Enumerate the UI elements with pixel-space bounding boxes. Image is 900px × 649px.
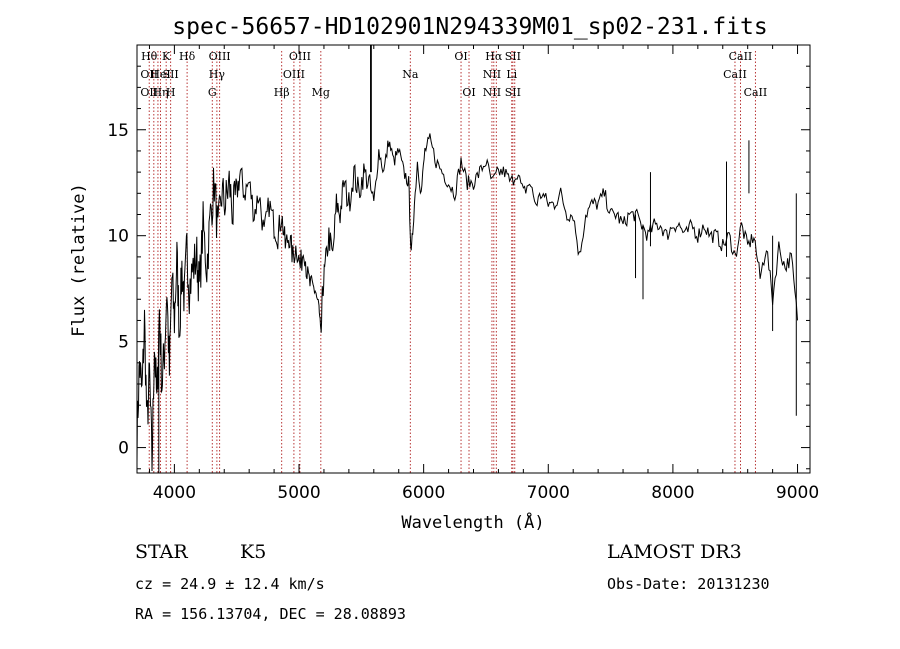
chart-title: spec-56657-HD102901N294339M01_sp02-231.f…	[172, 14, 767, 40]
x-tick-label: 9000	[776, 483, 819, 503]
spectral-line-label: NII	[483, 86, 501, 99]
y-axis-ticks: 0 5 10 15	[107, 65, 810, 470]
spectral-line-label: OIII	[289, 50, 311, 63]
spectrum-spikes	[158, 45, 797, 473]
x-tick-label: 4000	[153, 483, 196, 503]
y-tick-label: 15	[107, 121, 129, 141]
spectral-subclass: K5	[240, 541, 266, 563]
spectral-line-label: OIII	[283, 68, 305, 81]
redshift-cz: cz = 24.9 ± 12.4 km/s	[135, 575, 325, 593]
x-tick-label: 8000	[651, 483, 694, 503]
spectral-line-label: Hα	[485, 50, 503, 63]
spectral-line-label: SII	[163, 68, 179, 81]
y-tick-label: 0	[118, 439, 129, 459]
spectral-line-label: CaII	[729, 50, 753, 63]
spectral-line-label: HeI	[150, 68, 170, 81]
spectral-line-label: Hδ	[179, 50, 196, 63]
x-axis-label: Wavelength (Å)	[401, 511, 544, 533]
spectral-line-label: Na	[402, 68, 419, 81]
object-class: STAR	[135, 541, 188, 563]
spectrum-line	[136, 133, 798, 472]
x-tick-label: 5000	[277, 483, 320, 503]
line-labels: HθOIIOIIHeIHηKSIIHHδGHγOIIIHβOIIIOIIIMgN…	[140, 50, 767, 99]
spectral-line-label: OIII	[209, 50, 231, 63]
spectral-line-label: OII	[140, 68, 158, 81]
spectral-line-label: CaII	[744, 86, 768, 99]
spectral-line-label: Li	[506, 68, 517, 81]
spectral-line-label: OI	[462, 86, 475, 99]
x-tick-label: 6000	[402, 483, 445, 503]
spectral-line-label: SII	[505, 86, 521, 99]
spectral-line-label: Hη	[152, 86, 168, 99]
x-tick-label: 7000	[527, 483, 570, 503]
spectral-line-label: K	[162, 50, 171, 63]
spectral-line-label: Hθ	[141, 50, 158, 63]
spectral-line-label: OI	[454, 50, 467, 63]
spectral-line-label: Mg	[312, 86, 330, 99]
spectral-line-label: NII	[483, 68, 501, 81]
spectral-line-label: SII	[505, 50, 521, 63]
coordinates: RA = 156.13704, DEC = 28.08893	[135, 605, 406, 623]
spectral-line-label: H	[166, 86, 176, 99]
spectral-line-label: OII	[140, 86, 158, 99]
y-axis-label: Flux (relative)	[69, 183, 89, 337]
observation-date: Obs-Date: 20131230	[607, 575, 770, 593]
survey-name: LAMOST DR3	[607, 541, 742, 563]
y-tick-label: 10	[107, 227, 129, 247]
spectral-line-label: CaII	[723, 68, 747, 81]
spectral-line-label: G	[208, 86, 217, 99]
spectral-line-label: Hβ	[274, 86, 290, 99]
plot-frame	[136, 44, 811, 474]
spectral-line-label: Hγ	[209, 68, 226, 81]
x-axis-ticks: 4000 5000 6000 7000 8000 9000	[148, 45, 819, 503]
y-tick-label: 5	[118, 333, 129, 353]
line-markers	[148, 51, 756, 473]
spectrum-series	[136, 133, 798, 472]
